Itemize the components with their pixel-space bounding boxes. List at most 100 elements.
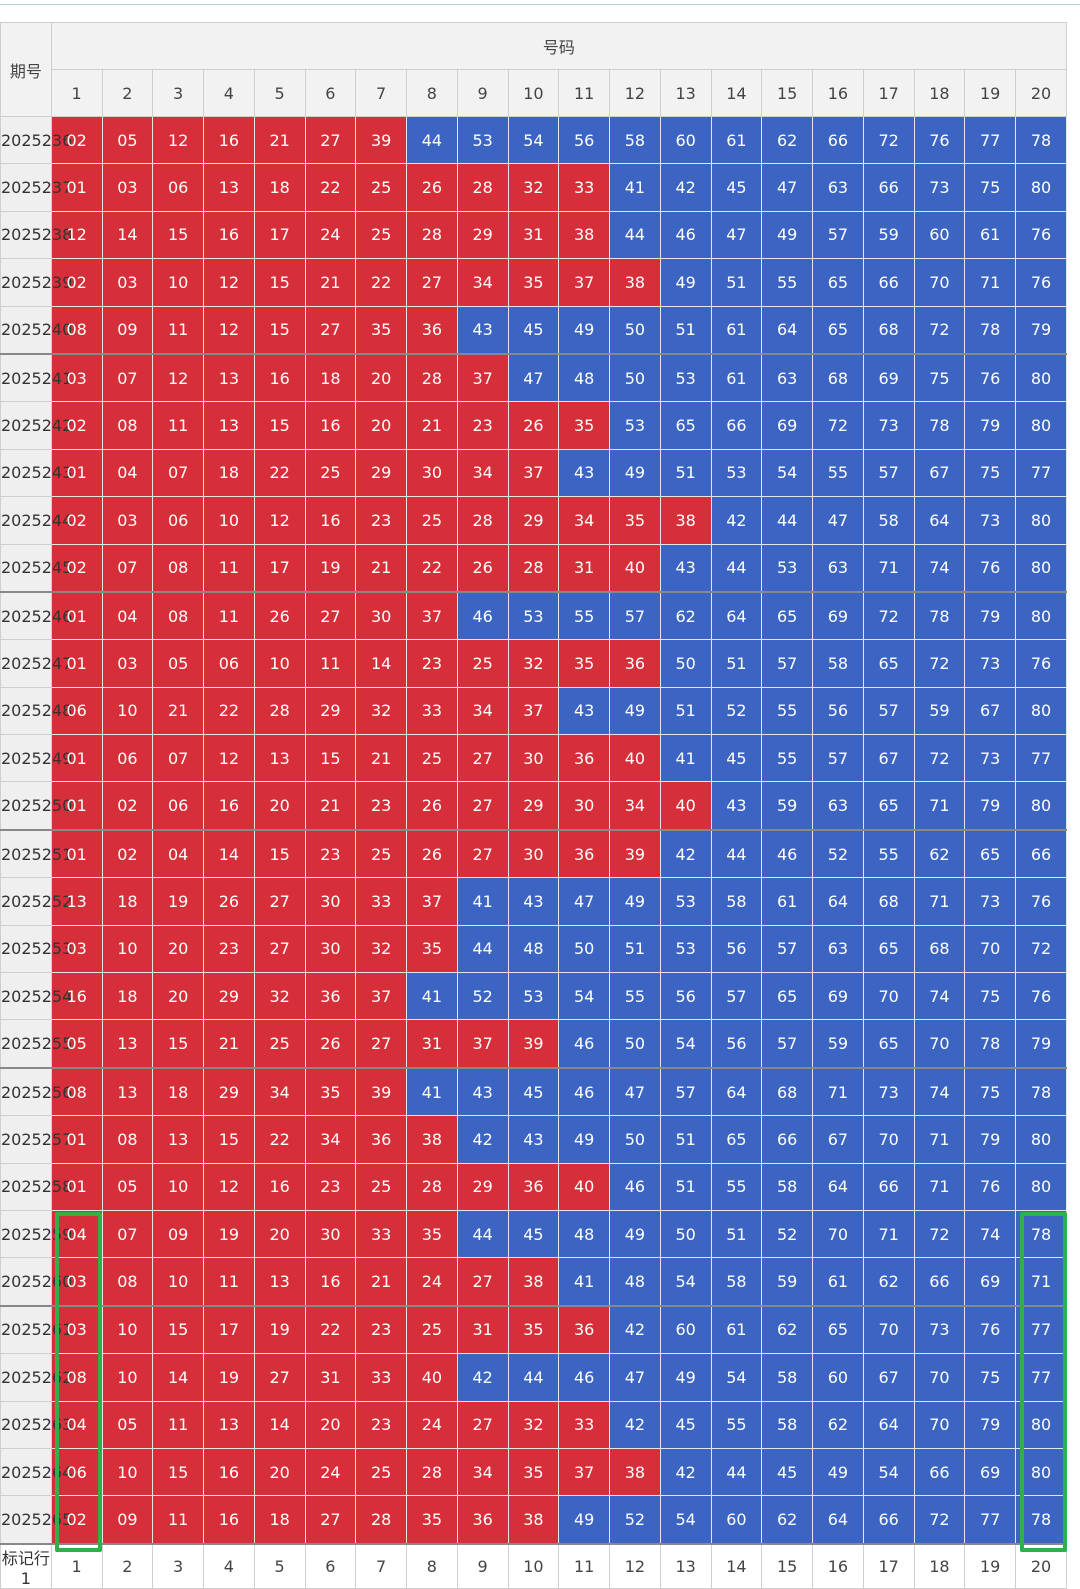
number-cell: 10 (253, 639, 306, 688)
number-cell: 50 (659, 639, 712, 688)
number-cell: 58 (761, 1162, 813, 1211)
number-cell: 43 (507, 1115, 560, 1164)
column-header: 9 (456, 69, 509, 117)
number-cell: 78 (913, 401, 966, 450)
number-cell: 78 (964, 1019, 1016, 1069)
number-cell: 20 (152, 972, 204, 1021)
number-cell: 76 (1015, 210, 1067, 260)
number-cell: 28 (406, 1162, 458, 1211)
number-cell: 18 (304, 352, 357, 403)
column-header: 19 (964, 69, 1016, 117)
number-cell: 43 (710, 781, 763, 831)
number-cell: 79 (964, 401, 1016, 450)
number-cell: 25 (456, 639, 509, 688)
number-cell: 76 (1015, 972, 1067, 1021)
number-cell: 65 (761, 590, 813, 641)
number-cell: 36 (558, 734, 610, 783)
number-cell: 47 (812, 496, 864, 545)
number-cell: 76 (913, 115, 966, 165)
number-cell: 02 (50, 115, 103, 165)
number-cell: 11 (152, 1400, 204, 1449)
number-cell: 21 (406, 401, 458, 450)
number-cell: 75 (964, 1066, 1016, 1117)
number-cell: 49 (659, 258, 712, 307)
period-cell: 2025251 (0, 828, 72, 879)
number-cell: 67 (964, 686, 1016, 736)
number-cell: 64 (913, 496, 966, 545)
number-cell: 21 (304, 781, 357, 831)
number-cell: 15 (152, 1447, 204, 1497)
number-cell: 13 (101, 1066, 154, 1117)
number-cell: 49 (558, 1115, 610, 1164)
number-cell: 51 (710, 1209, 763, 1259)
number-cell: 66 (913, 1447, 966, 1497)
number-cell: 22 (406, 543, 458, 593)
number-cell: 56 (710, 924, 763, 974)
number-cell: 55 (761, 258, 813, 307)
number-cell: 68 (761, 1066, 813, 1117)
number-cell: 15 (304, 734, 357, 783)
period-cell: 2025255 (0, 1019, 72, 1069)
number-cell: 38 (659, 496, 712, 545)
number-cell: 10 (152, 1257, 204, 1307)
number-cell: 17 (253, 210, 306, 260)
number-cell: 45 (507, 1066, 560, 1117)
footer-column: 13 (659, 1542, 712, 1589)
number-cell: 54 (659, 1019, 712, 1069)
number-cell: 06 (50, 1447, 103, 1497)
number-cell: 55 (761, 686, 813, 736)
number-cell: 25 (355, 1447, 407, 1497)
number-cell: 31 (558, 543, 610, 593)
number-cell: 13 (253, 734, 306, 783)
number-cell: 80 (1015, 543, 1067, 593)
number-cell: 68 (862, 877, 915, 926)
number-cell: 40 (609, 543, 661, 593)
number-cell: 11 (203, 1257, 255, 1307)
number-cell: 64 (812, 1162, 864, 1211)
number-cell: 53 (659, 924, 712, 974)
number-cell: 54 (659, 1257, 712, 1307)
number-cell: 69 (964, 1447, 1016, 1497)
number-cell: 24 (406, 1400, 458, 1449)
number-cell: 42 (659, 1447, 712, 1497)
number-cell: 09 (152, 1209, 204, 1259)
column-header: 12 (609, 69, 661, 117)
number-cell: 37 (456, 352, 509, 403)
column-header: 15 (761, 69, 813, 117)
period-cell: 2025259 (0, 1209, 72, 1259)
draw-row: 2025249 01 06 07 12 13 15 21 25 27 30 36 40 41 45 55 57 6… (0, 734, 1067, 783)
number-cell: 67 (812, 1115, 864, 1164)
number-cell: 21 (355, 1257, 407, 1307)
number-cell: 61 (710, 115, 763, 165)
number-cell: 20 (152, 924, 204, 974)
column-header: 11 (558, 69, 610, 117)
column-header: 14 (710, 69, 763, 117)
number-cell: 71 (913, 1162, 966, 1211)
footer-column: 16 (812, 1542, 864, 1589)
number-cell: 12 (203, 258, 255, 307)
footer-column: 20 (1015, 1542, 1067, 1589)
draw-row: 2025261 03 10 15 17 19 22 23 25 31 35 36 42 60 61 62 65 7… (0, 1304, 1067, 1355)
footer-label: 标记行1 (0, 1542, 52, 1589)
number-cell: 07 (152, 734, 204, 783)
column-header: 20 (1015, 69, 1067, 117)
number-cell: 72 (862, 115, 915, 165)
number-cell: 18 (253, 163, 306, 212)
number-cell: 11 (152, 305, 204, 355)
number-cell: 66 (862, 1162, 915, 1211)
number-cell: 66 (812, 115, 864, 165)
draw-row: 2025245 02 07 08 11 17 19 21 22 26 28 31 40 43 44 53 63 7… (0, 543, 1067, 593)
number-cell: 79 (1015, 1019, 1067, 1069)
number-cell: 52 (761, 1209, 813, 1259)
draw-row: 2025244 02 03 06 10 12 16 23 25 28 29 34 35 38 42 44 47 5… (0, 496, 1067, 545)
number-cell: 78 (1015, 1066, 1067, 1117)
number-cell: 39 (355, 115, 407, 165)
period-cell: 2025257 (0, 1115, 72, 1164)
period-cell: 2025238 (0, 210, 72, 260)
draw-row: 2025241 03 07 12 13 16 18 20 28 37 47 48 50 53 61 63 68 6… (0, 352, 1067, 403)
number-cell: 27 (456, 1257, 509, 1307)
number-cell: 59 (761, 1257, 813, 1307)
draw-row: 2025260 03 08 10 11 13 16 21 24 27 38 41 48 54 58 59 61 6… (0, 1257, 1067, 1307)
number-cell: 54 (558, 972, 610, 1021)
number-cell: 68 (812, 352, 864, 403)
